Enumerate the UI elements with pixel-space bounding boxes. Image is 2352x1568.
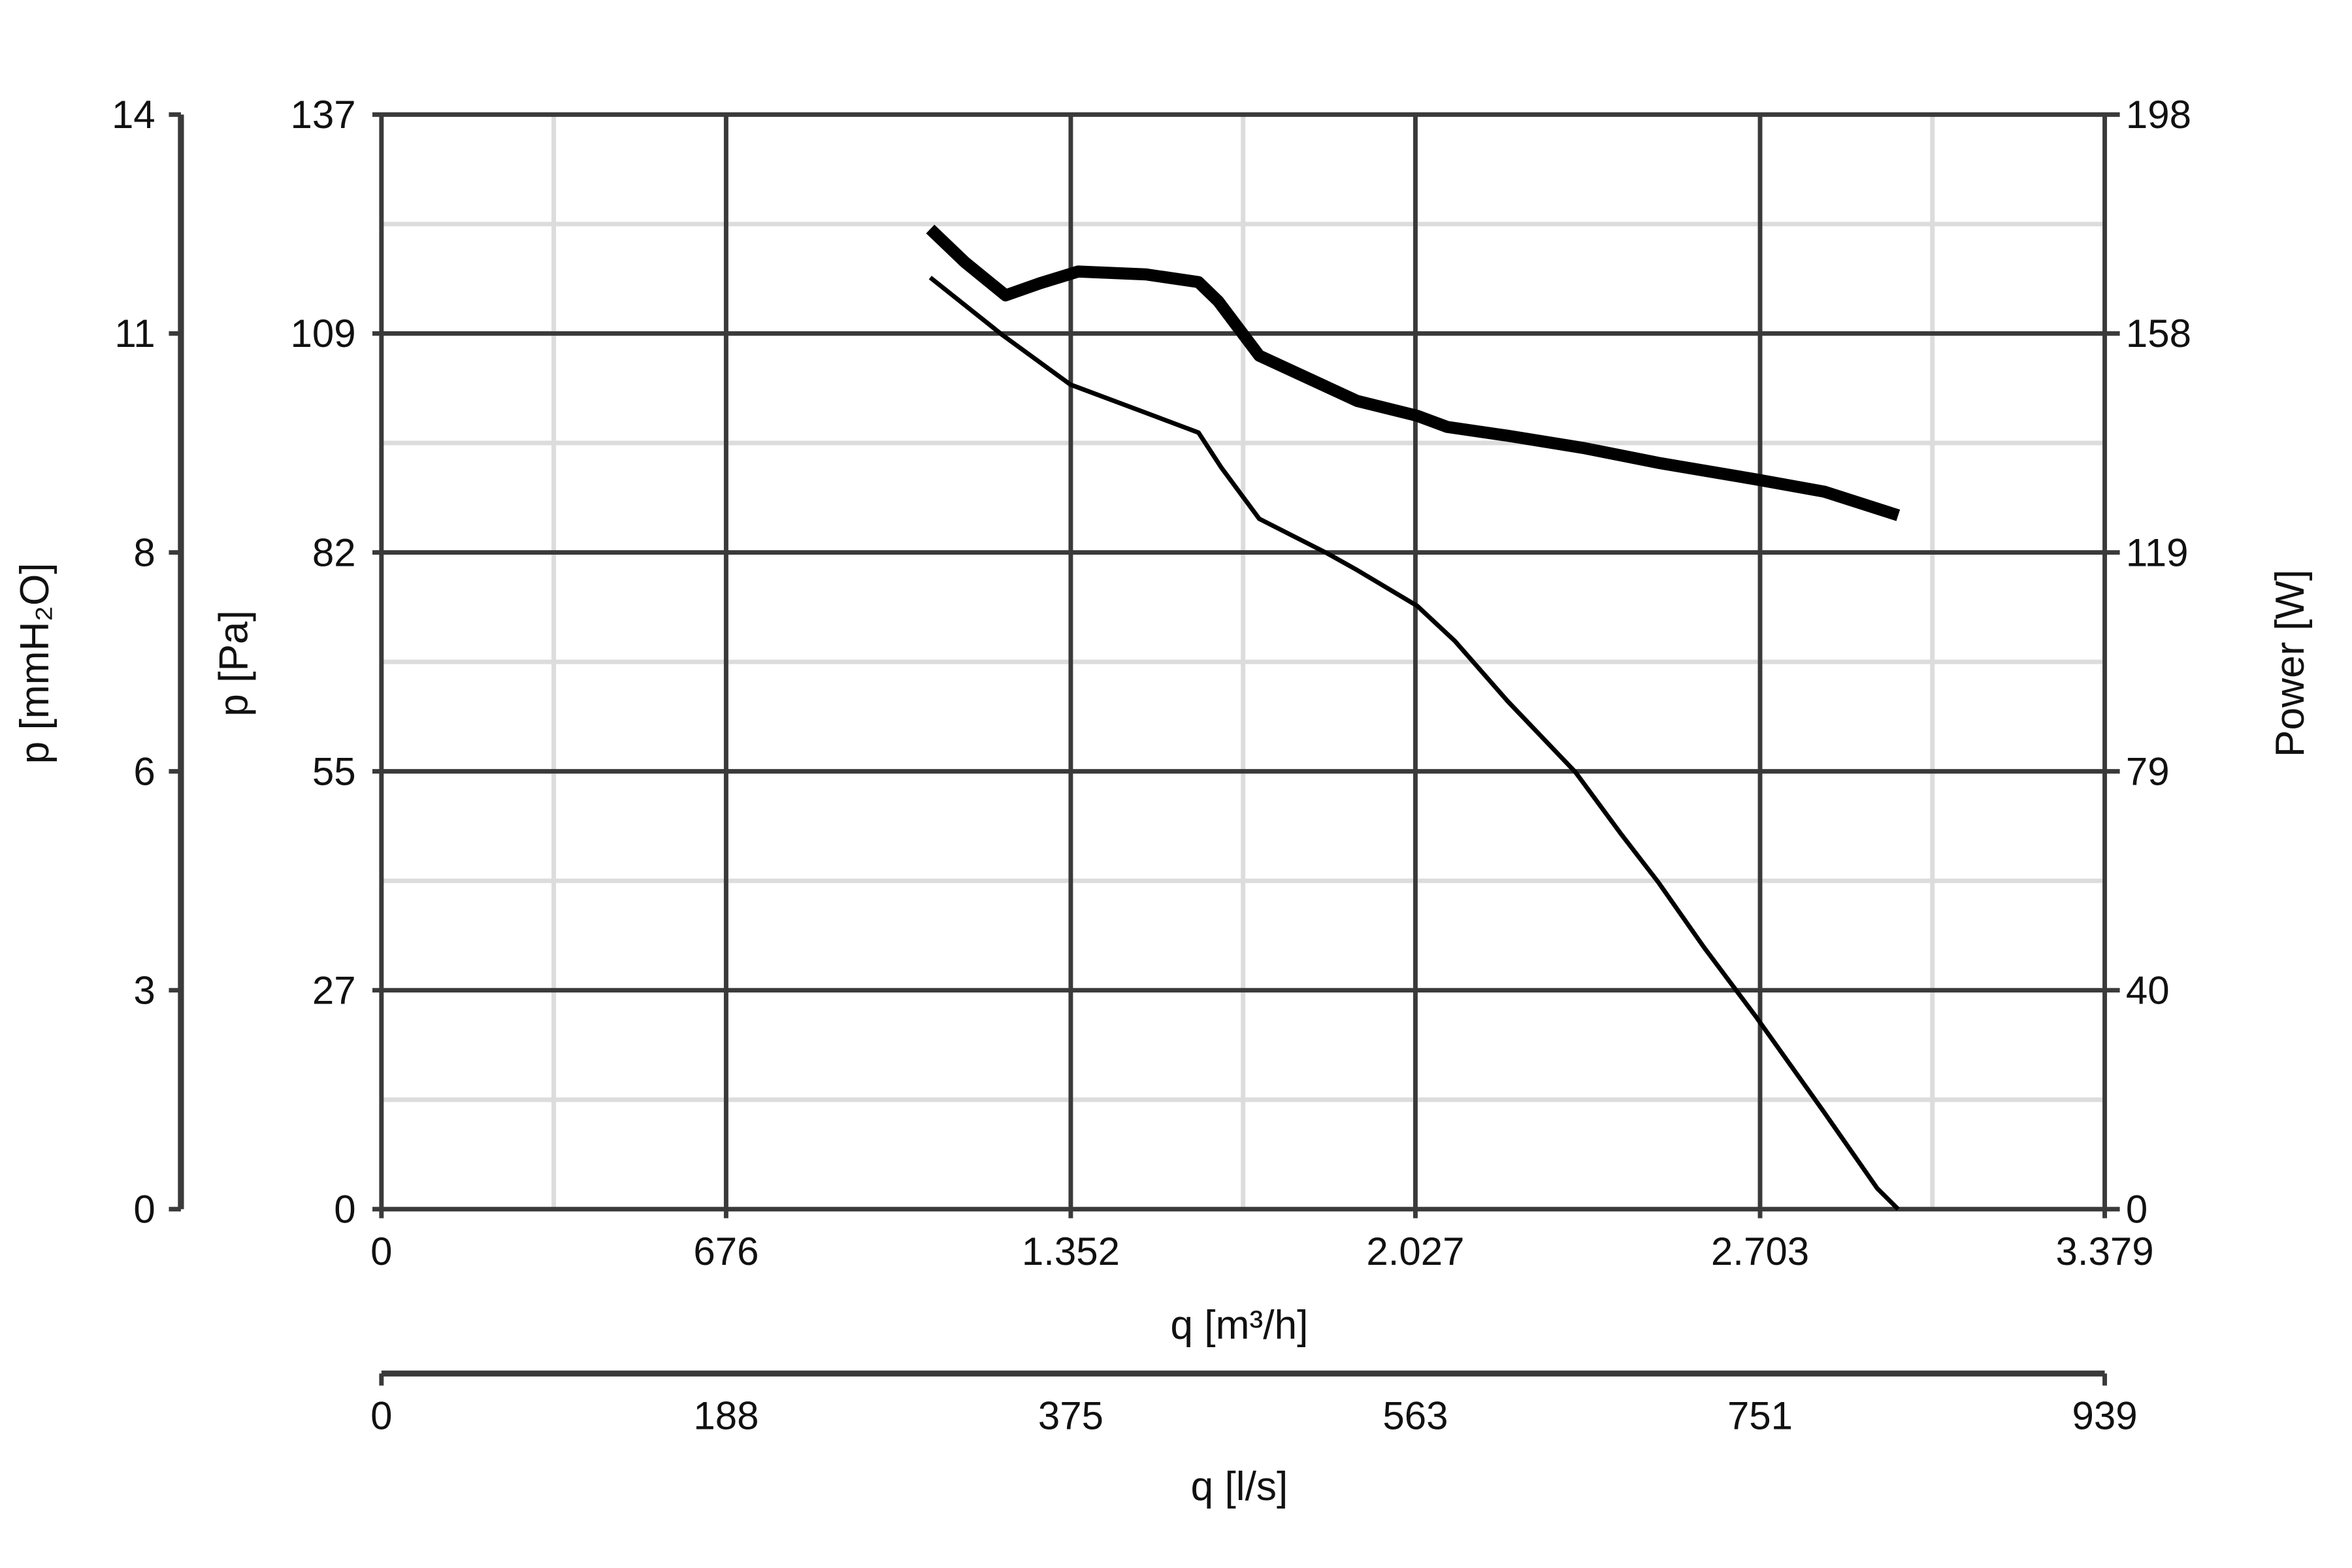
y-axis-label-mmh2o: p [mmH₂O] (12, 563, 57, 764)
y-mmh2o-tick-label: 14 (112, 93, 155, 137)
y-power-tick-label: 40 (2126, 968, 2170, 1012)
y-mmh2o-tick-label: 11 (114, 312, 155, 355)
y-pa-tick-label: 82 (312, 531, 356, 574)
y-pa-tick-label: 27 (312, 968, 356, 1012)
x-tick-label: 1.352 (1022, 1230, 1120, 1273)
y-mmh2o-tick-label: 6 (133, 749, 155, 793)
y-power-tick-label: 79 (2126, 749, 2170, 793)
y-power-tick-label: 0 (2126, 1188, 2148, 1232)
x-tick-label: 3.379 (2055, 1230, 2153, 1273)
y-power-tick-label: 158 (2126, 312, 2191, 355)
x2-tick-label: 939 (2072, 1394, 2137, 1438)
y-mmh2o-tick-label: 0 (133, 1188, 155, 1232)
x-axis-label: q [m³/h] (1170, 1303, 1308, 1348)
x2-tick-label: 375 (1038, 1394, 1103, 1438)
y-pa-tick-label: 0 (334, 1188, 355, 1232)
y-mmh2o-tick-label: 8 (133, 531, 155, 574)
y-pa-tick-label: 109 (291, 312, 356, 355)
x-tick-label: 0 (370, 1230, 392, 1273)
x-tick-label: 2.027 (1366, 1230, 1464, 1273)
series (926, 224, 1901, 1211)
axes (169, 112, 2107, 1386)
y-axis-label-pa: p [Pa] (211, 610, 256, 717)
x-tick-label: 676 (693, 1230, 759, 1273)
grid (372, 112, 2120, 1218)
x2-tick-label: 563 (1382, 1394, 1448, 1438)
x2-tick-label: 188 (693, 1394, 759, 1438)
y-pa-tick-label: 137 (291, 93, 356, 137)
y-mmh2o-tick-label: 3 (133, 968, 155, 1012)
y-pa-tick-label: 55 (312, 749, 356, 793)
y-power-tick-label: 198 (2126, 93, 2191, 137)
pressure-curve (928, 276, 1900, 1211)
power-curve (926, 224, 1901, 521)
x-tick-label: 2.703 (1711, 1230, 1809, 1273)
x2-tick-label: 0 (370, 1394, 392, 1438)
x2-tick-label: 751 (1727, 1394, 1793, 1438)
x2-axis-label: q [l/s] (1190, 1464, 1288, 1509)
y-axis-label-power: Power [W] (2268, 570, 2313, 757)
y-power-tick-label: 119 (2126, 531, 2189, 574)
